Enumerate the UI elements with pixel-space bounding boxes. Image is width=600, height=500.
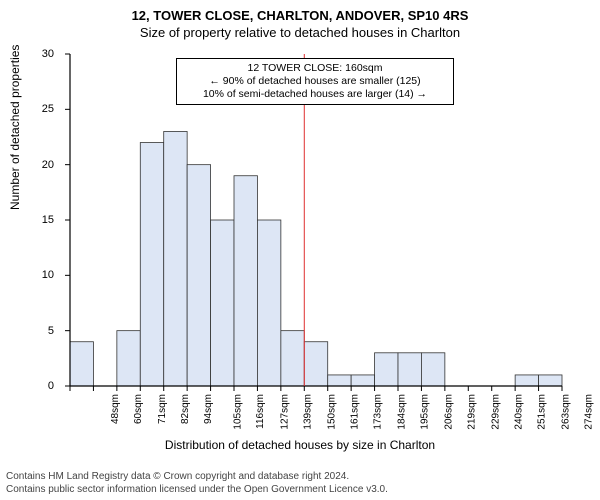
x-tick-label: 229sqm [490,394,501,430]
x-tick-label: 184sqm [396,394,407,430]
y-tick-label: 5 [14,325,54,337]
x-tick-label: 161sqm [350,394,361,430]
y-tick-label: 30 [14,48,54,60]
x-tick-label: 240sqm [514,394,525,430]
chart-plot-area: 12 TOWER CLOSE: 160sqm ← 90% of detached… [58,48,568,400]
chart-container: 12, TOWER CLOSE, CHARLTON, ANDOVER, SP10… [0,0,600,500]
x-tick-label: 94sqm [203,394,214,424]
x-tick-label: 150sqm [326,394,337,430]
y-tick-label: 15 [14,214,54,226]
y-tick-label: 25 [14,103,54,115]
x-tick-label: 206sqm [443,394,454,430]
x-tick-label: 263sqm [560,394,571,430]
x-tick-label: 105sqm [232,394,243,430]
x-tick-label: 195sqm [420,394,431,430]
page-subtitle: Size of property relative to detached ho… [0,23,600,40]
annotation-line: 10% of semi-detached houses are larger (… [183,88,447,101]
y-tick-label: 20 [14,159,54,171]
x-tick-label: 219sqm [467,394,478,430]
y-tick-label: 0 [14,380,54,392]
x-tick-label: 274sqm [584,394,595,430]
x-tick-label: 116sqm [255,394,266,429]
annotation-line: ← 90% of detached houses are smaller (12… [183,75,447,88]
x-tick-label: 82sqm [180,394,191,424]
y-axis-label: Number of detached properties [8,45,22,210]
x-tick-label: 71sqm [157,394,168,424]
x-tick-label: 173sqm [373,394,384,430]
footer-line: Contains public sector information licen… [6,484,388,497]
x-tick-label: 127sqm [279,394,290,430]
x-tick-label: 251sqm [537,394,548,430]
x-tick-label: 48sqm [110,394,121,424]
x-tick-label: 139sqm [303,394,314,430]
footer-text: Contains HM Land Registry data © Crown c… [6,471,388,496]
x-tick-label: 60sqm [133,394,144,424]
annotation-line: 12 TOWER CLOSE: 160sqm [183,62,447,75]
x-axis-label: Distribution of detached houses by size … [0,438,600,452]
annotation-box: 12 TOWER CLOSE: 160sqm ← 90% of detached… [176,58,454,105]
y-tick-label: 10 [14,269,54,281]
page-title: 12, TOWER CLOSE, CHARLTON, ANDOVER, SP10… [0,0,600,23]
footer-line: Contains HM Land Registry data © Crown c… [6,471,388,484]
